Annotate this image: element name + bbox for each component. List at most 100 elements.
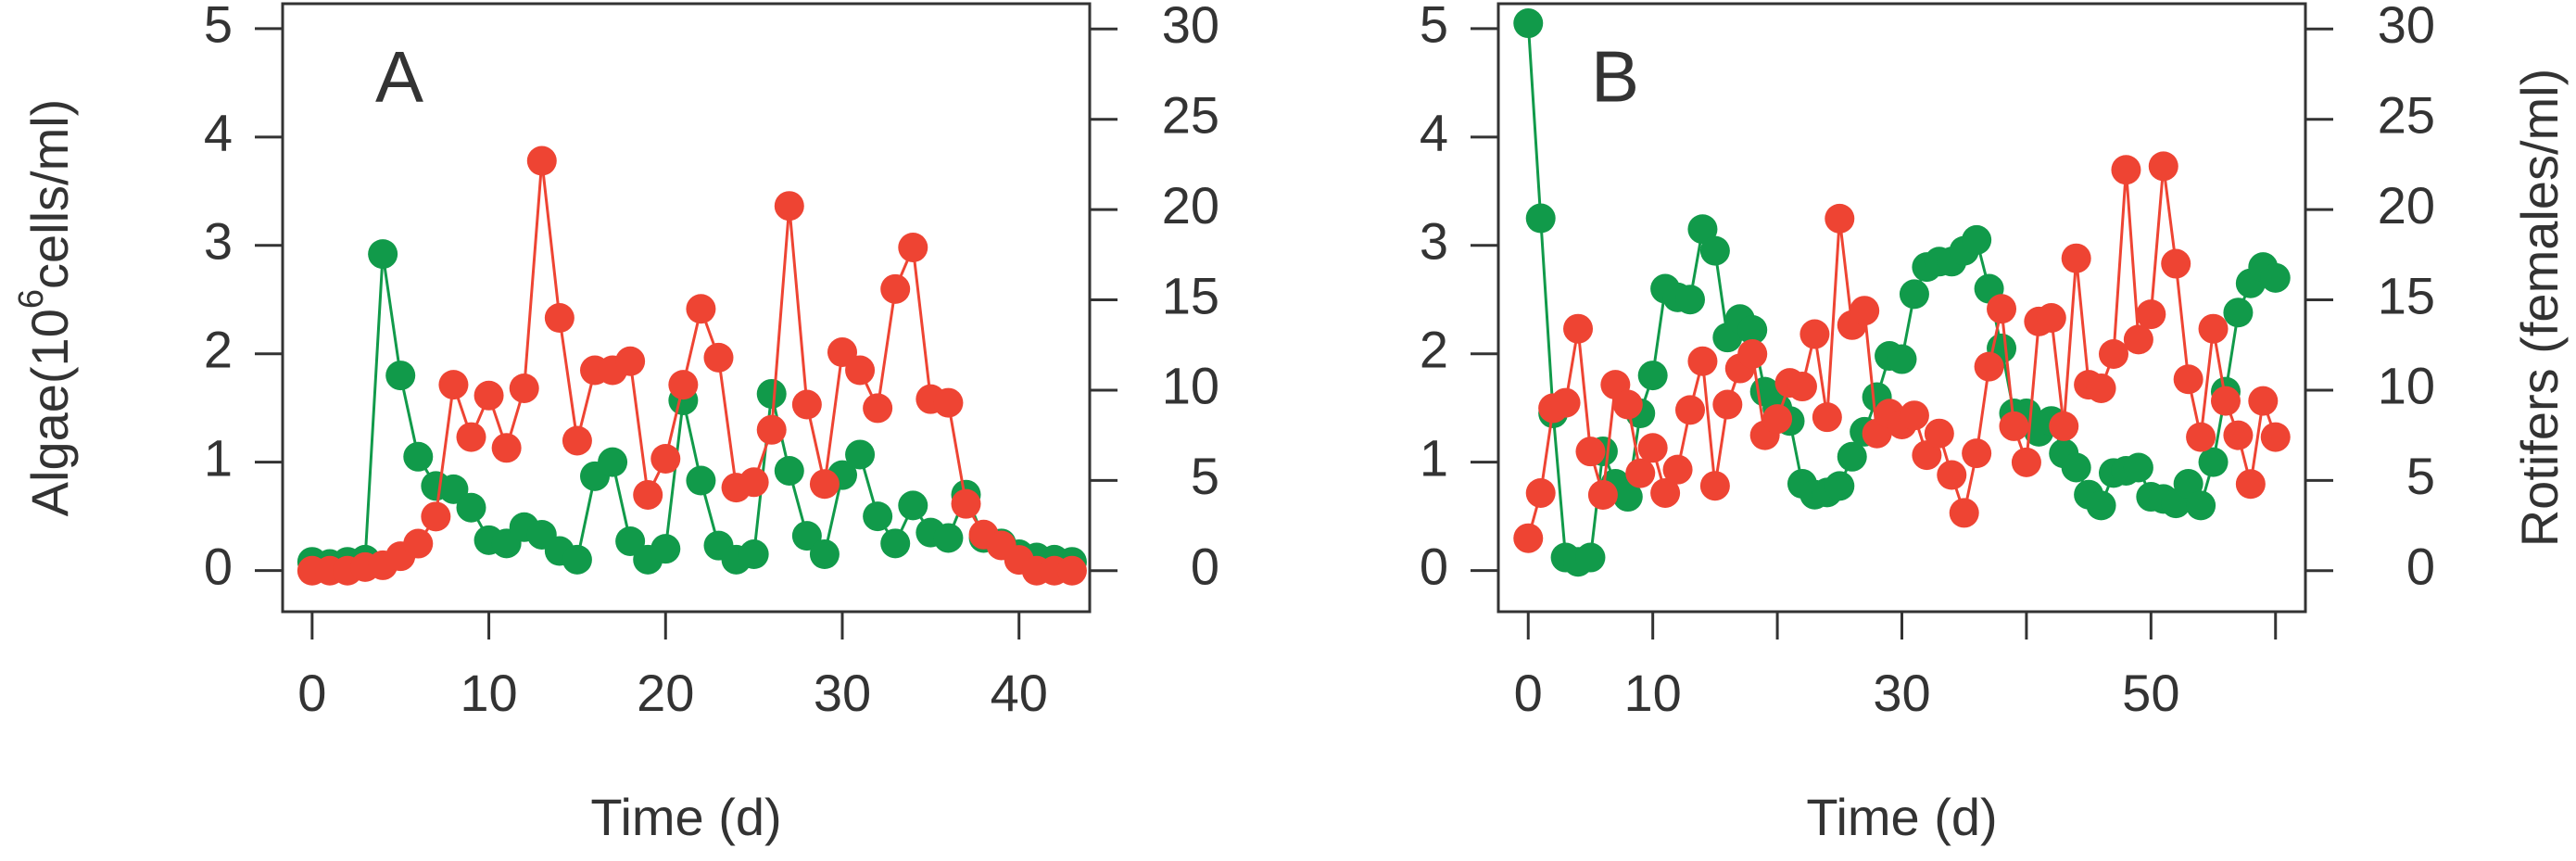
data-point — [1550, 387, 1581, 418]
data-point — [403, 528, 434, 559]
data-point — [1737, 338, 1768, 369]
data-point — [863, 501, 893, 532]
data-point — [2049, 411, 2079, 441]
x-tick-label: 40 — [991, 664, 1048, 722]
y-tick-label: 4 — [204, 104, 233, 162]
data-point — [2235, 469, 2266, 500]
data-point — [403, 441, 434, 472]
data-point — [1056, 555, 1087, 586]
data-point — [756, 414, 787, 445]
data-point — [385, 361, 416, 391]
data-point — [2173, 364, 2203, 395]
data-point — [2186, 490, 2216, 521]
data-point — [1962, 224, 1992, 255]
data-point — [1850, 296, 1880, 326]
x-tick-label: 20 — [637, 664, 694, 722]
data-point — [1699, 471, 1730, 501]
data-point — [880, 273, 911, 304]
data-point — [1575, 437, 1606, 467]
y-tick-label: 2 — [204, 320, 233, 378]
y2-tick-label: 5 — [1191, 447, 1219, 505]
data-point — [2123, 452, 2153, 483]
data-point — [1949, 498, 1979, 528]
data-point — [845, 439, 876, 470]
data-point — [2161, 248, 2191, 279]
x-tick-label: 50 — [2122, 664, 2179, 722]
data-point — [686, 465, 716, 496]
data-point — [1962, 438, 1992, 469]
data-point — [615, 346, 646, 376]
data-point — [2198, 447, 2229, 477]
x-axis-label: Time (d) — [590, 788, 781, 846]
data-point — [2148, 151, 2178, 182]
y-tick-label: 1 — [1420, 428, 1448, 487]
y-tick-label: 1 — [204, 428, 233, 487]
data-point — [898, 490, 928, 521]
data-point — [703, 342, 734, 373]
data-point — [562, 425, 592, 456]
data-point — [774, 191, 804, 222]
data-point — [739, 467, 769, 498]
data-point — [739, 539, 769, 570]
data-point — [1712, 389, 1743, 420]
data-point — [1637, 433, 1668, 463]
y-axis-label: Algae(106cells/ml) — [12, 99, 79, 517]
y2-tick-label: 5 — [2406, 447, 2435, 505]
data-point — [633, 479, 663, 510]
data-point — [1837, 441, 1867, 472]
data-point — [2186, 422, 2216, 452]
data-point — [1762, 404, 1793, 435]
data-point — [2036, 303, 2066, 334]
data-point — [1625, 458, 1656, 488]
data-point — [1575, 542, 1606, 573]
data-point — [1899, 400, 1929, 431]
data-point — [1687, 214, 1718, 245]
data-point — [1737, 314, 1768, 345]
data-point — [1687, 346, 1718, 376]
x-tick-label: 10 — [1624, 664, 1682, 722]
data-point — [1699, 235, 1730, 266]
data-point — [1662, 454, 1693, 485]
panel-label: A — [375, 36, 423, 118]
data-point — [898, 233, 928, 263]
data-point — [2136, 299, 2166, 330]
y-tick-label: 2 — [1420, 320, 1448, 378]
x-tick-label: 0 — [1514, 664, 1543, 722]
data-point — [1612, 482, 1643, 513]
x-tick-label: 30 — [1873, 664, 1930, 722]
data-point — [668, 370, 699, 400]
data-point — [598, 447, 628, 477]
data-point — [2011, 447, 2041, 477]
data-point — [1513, 8, 1544, 39]
data-point — [650, 534, 681, 564]
data-point — [1799, 319, 1830, 349]
data-point — [2198, 313, 2229, 344]
data-point — [2099, 338, 2129, 369]
data-point — [1937, 460, 1967, 490]
data-point — [1825, 471, 1855, 501]
data-point — [2086, 373, 2116, 403]
y2-tick-label: 25 — [2378, 85, 2435, 144]
data-point — [1912, 440, 1942, 471]
x-tick-label: 0 — [297, 664, 326, 722]
data-point — [438, 474, 469, 504]
data-point — [544, 303, 575, 334]
data-point — [809, 469, 840, 500]
data-point — [845, 355, 876, 386]
data-point — [2260, 422, 2291, 452]
y2-tick-label: 30 — [2378, 0, 2435, 54]
data-point — [2111, 155, 2141, 185]
data-point — [756, 378, 787, 409]
data-point — [2248, 386, 2279, 416]
y2-tick-label: 10 — [1162, 357, 1219, 415]
data-point — [791, 389, 822, 420]
y2-tick-label: 25 — [1162, 85, 1219, 144]
data-point — [2086, 490, 2116, 521]
data-point — [1563, 313, 1594, 344]
data-point — [456, 422, 486, 452]
data-point — [2260, 262, 2291, 293]
y2-tick-label: 0 — [1191, 538, 1219, 596]
data-point — [2223, 420, 2254, 450]
data-point — [1674, 395, 1705, 425]
data-point — [809, 539, 840, 570]
